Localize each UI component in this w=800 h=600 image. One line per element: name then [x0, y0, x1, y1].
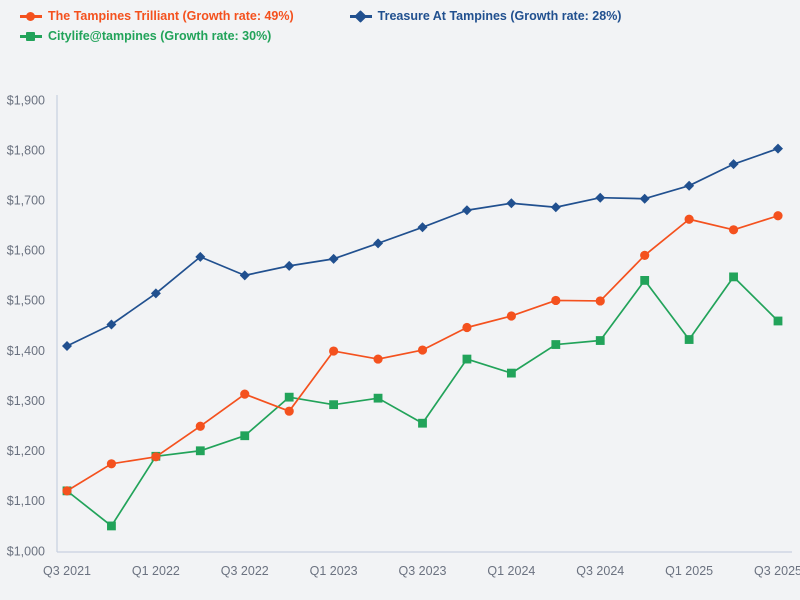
data-series [62, 143, 783, 531]
x-tick-label: Q3 2025 [754, 564, 800, 578]
data-point-marker[interactable] [418, 418, 427, 428]
data-point-marker[interactable] [773, 316, 783, 326]
y-tick-labels: $1,000 $1,100 $1,200 $1,300 $1,400 $1,500 $1,6… [7, 93, 45, 558]
x-tick-label: Q1 2024 [487, 564, 535, 578]
data-point-marker[interactable] [506, 368, 516, 378]
series-square [62, 272, 783, 531]
data-point-marker[interactable] [284, 392, 294, 402]
legend-item-label: Citylife@tampines (Growth rate: 30%) [48, 29, 272, 43]
data-point-marker[interactable] [639, 193, 650, 204]
data-point-marker[interactable] [106, 319, 117, 330]
data-point-marker[interactable] [373, 354, 383, 364]
data-point-marker[interactable] [329, 400, 339, 410]
legend-item-label: The Tampines Trilliant (Growth rate: 49%… [48, 9, 294, 23]
data-point-marker[interactable] [550, 202, 561, 213]
data-point-marker[interactable] [728, 225, 739, 235]
data-point-marker[interactable] [595, 192, 606, 203]
series-diamond [62, 143, 783, 352]
data-point-marker[interactable] [329, 346, 339, 356]
data-point-marker[interactable] [240, 389, 250, 399]
y-tick-label: $1,900 [7, 93, 45, 107]
x-tick-label: Q3 2023 [399, 564, 447, 578]
legend-circle-marker-icon [20, 10, 42, 22]
data-point-marker[interactable] [417, 345, 428, 355]
y-tick-label: $1,600 [7, 244, 45, 258]
legend-item-citylife-tampines[interactable]: Citylife@tampines (Growth rate: 30%) [20, 30, 271, 43]
data-point-marker[interactable] [462, 354, 472, 364]
y-tick-label: $1,800 [7, 143, 45, 157]
data-point-marker[interactable] [684, 335, 694, 344]
data-point-marker[interactable] [240, 431, 250, 441]
series-line [66, 276, 779, 527]
data-point-marker[interactable] [461, 205, 472, 216]
data-point-marker[interactable] [773, 211, 783, 221]
data-point-marker[interactable] [506, 311, 516, 321]
axes [56, 95, 792, 553]
data-point-marker[interactable] [684, 180, 695, 191]
y-tick-label: $1,100 [7, 494, 45, 508]
legend-diamond-marker-icon [349, 10, 372, 24]
data-point-marker[interactable] [195, 251, 206, 262]
x-tick-label: Q3 2021 [43, 564, 91, 578]
data-point-marker[interactable] [284, 406, 294, 416]
legend-item-tampines-trilliant[interactable]: The Tampines Trilliant (Growth rate: 49%… [20, 10, 294, 23]
data-point-marker[interactable] [284, 260, 295, 271]
data-point-marker[interactable] [328, 253, 339, 264]
legend-square-marker-icon [20, 30, 42, 42]
x-tick-label: Q1 2023 [310, 564, 358, 578]
data-point-marker[interactable] [462, 322, 472, 333]
legend-item-label: Treasure At Tampines (Growth rate: 28%) [377, 9, 622, 23]
x-tick-label: Q1 2022 [132, 564, 180, 578]
data-point-marker[interactable] [150, 288, 161, 299]
y-tick-label: $1,200 [7, 444, 45, 458]
data-point-marker[interactable] [640, 276, 650, 285]
data-point-marker[interactable] [373, 393, 383, 403]
data-point-marker[interactable] [773, 143, 783, 154]
data-point-marker[interactable] [551, 295, 561, 306]
x-tick-label: Q1 2025 [665, 564, 713, 578]
data-point-marker[interactable] [506, 198, 517, 209]
chart-legend: The Tampines Trilliant (Growth rate: 49%… [0, 0, 800, 50]
data-point-marker[interactable] [195, 446, 205, 456]
data-point-marker[interactable] [107, 521, 116, 531]
y-tick-label: $1,700 [7, 194, 45, 208]
data-point-marker[interactable] [684, 214, 694, 224]
data-point-marker[interactable] [417, 222, 428, 233]
data-point-marker[interactable] [62, 341, 72, 352]
data-point-marker[interactable] [595, 336, 605, 345]
data-point-marker[interactable] [151, 452, 161, 462]
data-point-marker[interactable] [195, 421, 205, 431]
data-point-marker[interactable] [640, 250, 650, 260]
x-tick-label: Q3 2022 [221, 564, 269, 578]
y-tick-label: $1,000 [7, 544, 45, 558]
data-point-marker[interactable] [106, 459, 117, 469]
data-point-marker[interactable] [729, 272, 738, 282]
data-point-marker[interactable] [239, 270, 250, 281]
data-point-marker[interactable] [62, 486, 72, 496]
legend-item-treasure-at-tampines[interactable]: Treasure At Tampines (Growth rate: 28%) [349, 9, 622, 24]
legend-row: The Tampines Trilliant (Growth rate: 49%… [20, 10, 800, 30]
legend-row: Citylife@tampines (Growth rate: 30%) [20, 30, 800, 50]
data-point-marker[interactable] [373, 238, 384, 249]
data-point-marker[interactable] [728, 159, 739, 170]
data-point-marker[interactable] [595, 296, 605, 306]
y-tick-label: $1,300 [7, 394, 45, 408]
series-circle [62, 211, 783, 496]
data-point-marker[interactable] [551, 340, 561, 349]
y-tick-label: $1,400 [7, 344, 45, 358]
x-tick-label: Q3 2024 [576, 564, 624, 578]
y-tick-label: $1,500 [7, 294, 45, 308]
x-tick-labels: Q3 2021 Q1 2022 Q3 2022 Q1 2023 Q3 2023 Q1 20… [43, 564, 800, 578]
